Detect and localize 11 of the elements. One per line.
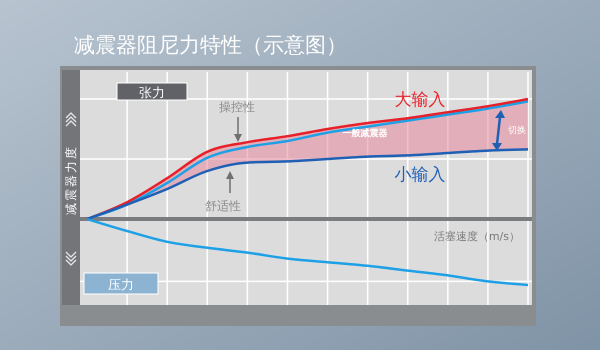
series-label: 小输入	[394, 165, 446, 185]
series-label: 一般减震器	[342, 128, 388, 139]
annotation: 压力	[108, 278, 134, 293]
annotation: 张力	[139, 86, 165, 101]
x-axis-title: 活塞速度（m/s）	[434, 230, 520, 243]
annotation: 舒适性	[205, 199, 241, 213]
annotation: 操控性	[219, 100, 255, 114]
y-axis-title: 减震器力度	[64, 145, 78, 215]
chart-title: 减震器阻尼力特性（示意图）	[74, 33, 347, 57]
series-label: 大输入	[394, 90, 446, 110]
annotation: 切换	[508, 125, 526, 136]
